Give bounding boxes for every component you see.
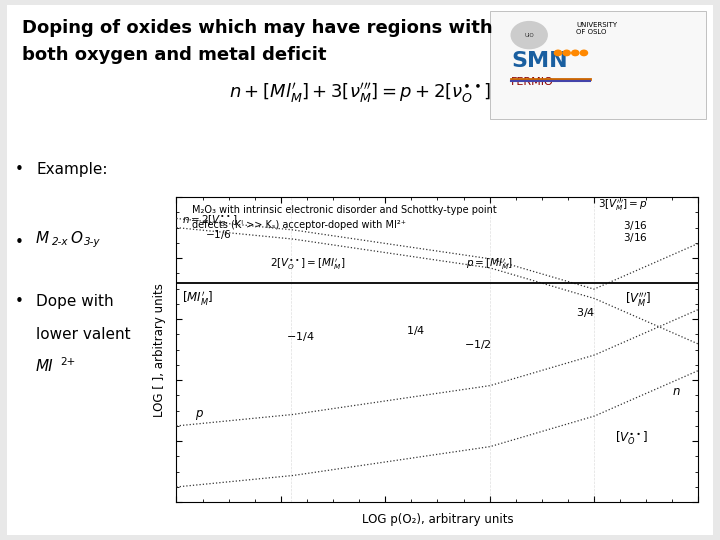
Text: •: •: [14, 162, 23, 177]
Text: M: M: [36, 231, 49, 246]
Text: both oxygen and metal deficit: both oxygen and metal deficit: [22, 46, 326, 64]
Circle shape: [580, 50, 588, 56]
Text: $p$: $p$: [194, 408, 204, 422]
Text: $p = [MI_{M}^{\prime}]$: $p = [MI_{M}^{\prime}]$: [466, 256, 513, 272]
Text: M₂O₃ with intrinsic electronic disorder and Schottky-type point: M₂O₃ with intrinsic electronic disorder …: [192, 205, 497, 215]
Text: $3/16$: $3/16$: [623, 219, 647, 232]
Text: 2-x: 2-x: [52, 237, 68, 247]
Text: $[V_O^{\bullet\bullet}]$: $[V_O^{\bullet\bullet}]$: [615, 429, 648, 447]
Text: •: •: [14, 235, 23, 250]
Text: $2[V_O^{\bullet\bullet}] = [MI_{M}^{\prime}]$: $2[V_O^{\bullet\bullet}] = [MI_{M}^{\pri…: [271, 256, 346, 272]
Text: O: O: [71, 231, 83, 246]
Text: Dope with: Dope with: [36, 294, 114, 309]
Text: Doping of oxides which may have regions with: Doping of oxides which may have regions …: [22, 19, 492, 37]
Circle shape: [511, 22, 547, 49]
Text: $n$: $n$: [672, 384, 681, 398]
Text: UiO: UiO: [524, 32, 534, 38]
Circle shape: [554, 50, 562, 56]
Circle shape: [572, 50, 579, 56]
Text: $[V_M^{\prime\prime\prime}]$: $[V_M^{\prime\prime\prime}]$: [625, 290, 652, 308]
Text: $n = 2[V_C^{\bullet\bullet}]$: $n = 2[V_C^{\bullet\bullet}]$: [181, 213, 237, 228]
Text: UNIVERSITY
OF OSLO: UNIVERSITY OF OSLO: [576, 22, 617, 35]
Text: $3[V_M^{\prime\prime\prime}] = p$: $3[V_M^{\prime\prime\prime}] = p$: [598, 198, 647, 213]
Text: Example:: Example:: [36, 162, 107, 177]
Text: 2+: 2+: [60, 357, 75, 368]
Text: $-1/4$: $-1/4$: [286, 330, 315, 343]
Text: SMN: SMN: [511, 51, 568, 71]
X-axis label: LOG p(O₂), arbitrary units: LOG p(O₂), arbitrary units: [361, 512, 513, 525]
Text: $3/4$: $3/4$: [576, 306, 595, 319]
Text: lower valent: lower valent: [36, 327, 130, 342]
Text: $3/16$: $3/16$: [623, 231, 647, 244]
Text: $1/4$: $1/4$: [406, 325, 426, 338]
Text: defects (Kᴵ >> Kₛ) acceptor-doped with MI²⁺: defects (Kᴵ >> Kₛ) acceptor-doped with M…: [192, 220, 406, 230]
FancyBboxPatch shape: [7, 5, 713, 535]
Y-axis label: LOG [ ], arbitrary units: LOG [ ], arbitrary units: [153, 283, 166, 416]
Circle shape: [563, 50, 570, 56]
Text: $-1/2$: $-1/2$: [464, 338, 491, 351]
Text: 3-y: 3-y: [84, 237, 100, 247]
Text: •: •: [14, 294, 23, 309]
FancyBboxPatch shape: [490, 11, 706, 119]
Text: $-1/6$: $-1/6$: [205, 228, 232, 241]
Text: $n + [Ml^{\prime}_{M}] + 3[\nu^{\prime\prime\prime}_{M}] = p + 2[\nu^{\bullet\bu: $n + [Ml^{\prime}_{M}] + 3[\nu^{\prime\p…: [229, 83, 491, 106]
Text: MI: MI: [36, 359, 53, 374]
Text: $[MI_{M}^{\prime}]$: $[MI_{M}^{\prime}]$: [181, 288, 213, 307]
Text: FERMIO: FERMIO: [511, 77, 554, 87]
